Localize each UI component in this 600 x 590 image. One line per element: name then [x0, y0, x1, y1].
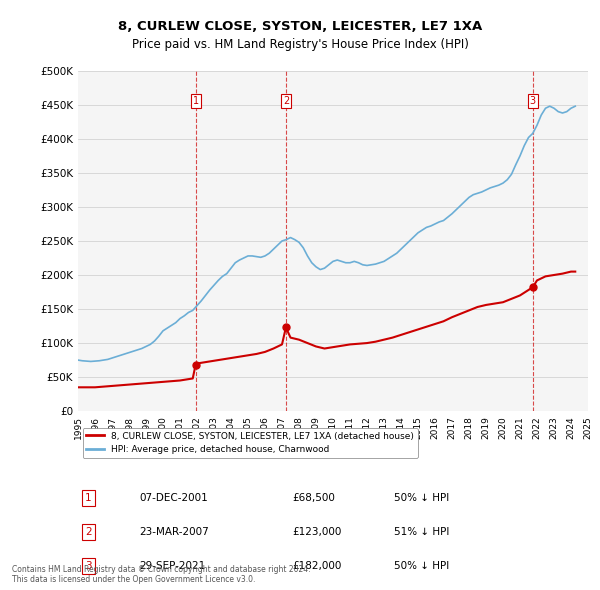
Text: 2: 2: [85, 527, 92, 537]
Text: 51% ↓ HPI: 51% ↓ HPI: [394, 527, 449, 537]
Text: 3: 3: [530, 96, 536, 106]
Text: Price paid vs. HM Land Registry's House Price Index (HPI): Price paid vs. HM Land Registry's House …: [131, 38, 469, 51]
Text: 23-MAR-2007: 23-MAR-2007: [139, 527, 209, 537]
Text: 07-DEC-2001: 07-DEC-2001: [139, 493, 208, 503]
Text: 1: 1: [193, 96, 199, 106]
Text: 2: 2: [283, 96, 289, 106]
Text: 50% ↓ HPI: 50% ↓ HPI: [394, 493, 449, 503]
Text: £123,000: £123,000: [292, 527, 341, 537]
Text: 29-SEP-2021: 29-SEP-2021: [139, 561, 205, 571]
Legend: 8, CURLEW CLOSE, SYSTON, LEICESTER, LE7 1XA (detached house), HPI: Average price: 8, CURLEW CLOSE, SYSTON, LEICESTER, LE7 …: [83, 428, 418, 458]
Text: 1: 1: [85, 493, 92, 503]
Text: £182,000: £182,000: [292, 561, 341, 571]
Text: Contains HM Land Registry data © Crown copyright and database right 2024.
This d: Contains HM Land Registry data © Crown c…: [12, 565, 311, 584]
Text: £68,500: £68,500: [292, 493, 335, 503]
Text: 3: 3: [85, 561, 92, 571]
Text: 8, CURLEW CLOSE, SYSTON, LEICESTER, LE7 1XA: 8, CURLEW CLOSE, SYSTON, LEICESTER, LE7 …: [118, 20, 482, 33]
Text: 50% ↓ HPI: 50% ↓ HPI: [394, 561, 449, 571]
